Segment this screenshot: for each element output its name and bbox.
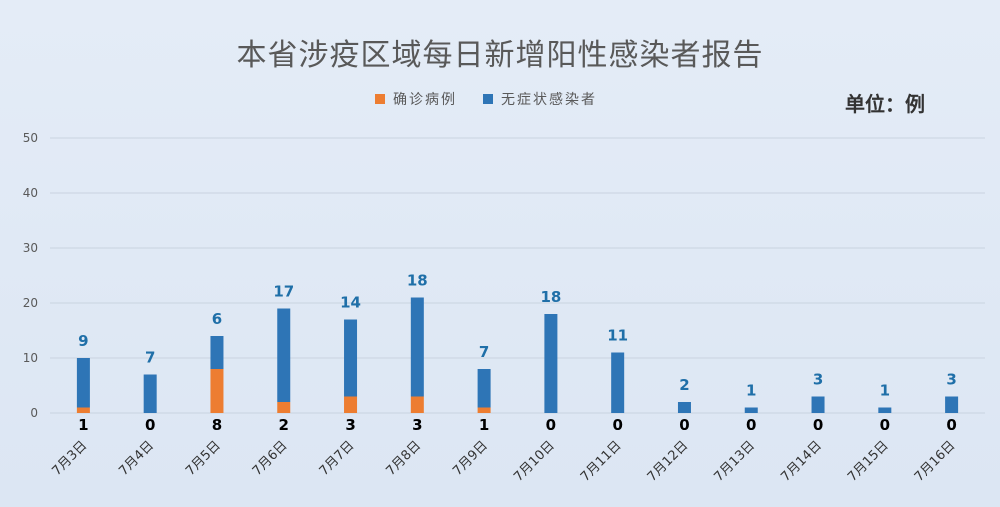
legend-item-asymptomatic: 无症状感染者 bbox=[483, 89, 597, 109]
y-tick-label: 40 bbox=[23, 186, 38, 200]
bar-asymptomatic bbox=[344, 319, 358, 397]
chart-legend: 确诊病例 无症状感染者 bbox=[375, 89, 623, 109]
x-tick-label: 7月11日 bbox=[578, 438, 625, 485]
data-label-confirmed: 0 bbox=[145, 416, 155, 434]
data-label-confirmed: 0 bbox=[546, 416, 556, 434]
y-tick-label: 30 bbox=[23, 241, 38, 255]
bar-asymptomatic bbox=[210, 336, 224, 369]
y-tick-label: 10 bbox=[23, 351, 38, 365]
data-label-asymptomatic: 1 bbox=[880, 382, 890, 400]
x-tick-label: 7月12日 bbox=[645, 438, 692, 485]
x-tick-label: 7月3日 bbox=[50, 438, 91, 479]
data-label-asymptomatic: 11 bbox=[607, 327, 628, 345]
data-label-asymptomatic: 18 bbox=[407, 272, 428, 290]
x-tick-label: 7月13日 bbox=[712, 438, 759, 485]
x-tick-label: 7月5日 bbox=[183, 438, 224, 479]
data-label-confirmed: 0 bbox=[679, 416, 689, 434]
y-tick-label: 0 bbox=[30, 406, 38, 420]
x-tick-label: 7月10日 bbox=[511, 438, 558, 485]
legend-label-confirmed: 确诊病例 bbox=[393, 92, 457, 108]
x-tick-label: 7月15日 bbox=[845, 438, 892, 485]
bar-asymptomatic bbox=[945, 396, 959, 413]
data-label-confirmed: 1 bbox=[78, 416, 88, 434]
bar-confirmed bbox=[410, 396, 424, 413]
x-tick-label: 7月4日 bbox=[116, 438, 157, 479]
x-tick-label: 7月6日 bbox=[250, 438, 291, 479]
x-tick-label: 7月7日 bbox=[317, 438, 358, 479]
data-label-asymptomatic: 2 bbox=[679, 376, 689, 394]
data-label-asymptomatic: 17 bbox=[273, 283, 294, 301]
data-label-confirmed: 3 bbox=[412, 416, 422, 434]
y-tick-label: 50 bbox=[23, 131, 38, 145]
bar-asymptomatic bbox=[544, 314, 558, 413]
data-label-asymptomatic: 3 bbox=[946, 371, 956, 389]
data-label-confirmed: 0 bbox=[880, 416, 890, 434]
bar-asymptomatic bbox=[878, 407, 892, 413]
bar-asymptomatic bbox=[611, 352, 625, 413]
bar-asymptomatic bbox=[277, 308, 291, 402]
bar-asymptomatic bbox=[76, 358, 90, 408]
bar-asymptomatic bbox=[410, 297, 424, 397]
data-label-confirmed: 0 bbox=[612, 416, 622, 434]
x-tick-label: 7月14日 bbox=[778, 438, 825, 485]
bar-asymptomatic bbox=[744, 407, 758, 413]
bar-confirmed bbox=[76, 407, 90, 413]
x-tick-label: 7月16日 bbox=[912, 438, 959, 485]
legend-swatch-confirmed bbox=[375, 94, 385, 104]
data-label-confirmed: 2 bbox=[279, 416, 289, 434]
data-label-confirmed: 0 bbox=[746, 416, 756, 434]
bar-asymptomatic bbox=[677, 402, 691, 413]
data-label-confirmed: 8 bbox=[212, 416, 222, 434]
bar-confirmed bbox=[210, 369, 224, 413]
data-label-confirmed: 0 bbox=[946, 416, 956, 434]
x-tick-label: 7月9日 bbox=[450, 438, 491, 479]
legend-item-confirmed: 确诊病例 bbox=[375, 89, 457, 109]
bar-confirmed bbox=[477, 407, 491, 413]
data-label-confirmed: 0 bbox=[813, 416, 823, 434]
data-label-asymptomatic: 18 bbox=[540, 288, 561, 306]
bar-asymptomatic bbox=[811, 396, 825, 413]
data-label-confirmed: 1 bbox=[479, 416, 489, 434]
bar-confirmed bbox=[344, 396, 358, 413]
legend-label-asymptomatic: 无症状感染者 bbox=[501, 92, 597, 108]
legend-swatch-asymptomatic bbox=[483, 94, 493, 104]
bar-asymptomatic bbox=[143, 374, 157, 413]
data-label-asymptomatic: 1 bbox=[746, 382, 756, 400]
chart-title: 本省涉疫区域每日新增阳性感染者报告 bbox=[236, 38, 764, 73]
x-tick-label: 7月8日 bbox=[383, 438, 424, 479]
bar-asymptomatic bbox=[477, 369, 491, 408]
bar-confirmed bbox=[277, 402, 291, 413]
data-label-asymptomatic: 6 bbox=[212, 310, 222, 328]
data-label-asymptomatic: 7 bbox=[479, 343, 489, 361]
y-tick-label: 20 bbox=[23, 296, 38, 310]
data-label-asymptomatic: 9 bbox=[78, 332, 88, 350]
data-label-asymptomatic: 7 bbox=[145, 349, 155, 367]
data-label-confirmed: 3 bbox=[345, 416, 355, 434]
unit-label: 单位：例 bbox=[845, 92, 925, 116]
data-label-asymptomatic: 14 bbox=[340, 294, 361, 312]
data-label-asymptomatic: 3 bbox=[813, 371, 823, 389]
